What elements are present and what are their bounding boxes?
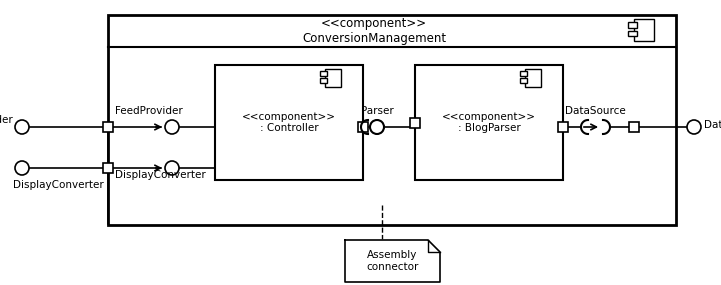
Text: DisplayConverter: DisplayConverter [115, 170, 205, 180]
Bar [103, 163, 113, 173]
Bar [108, 15, 676, 225]
Bar [215, 65, 363, 180]
Bar [358, 122, 368, 132]
Bar [628, 30, 637, 36]
Bar [525, 69, 541, 87]
Text: FeedProvider: FeedProvider [115, 106, 182, 116]
Bar [103, 122, 113, 132]
Circle shape [15, 120, 29, 134]
Text: Assembly
connector: Assembly connector [366, 250, 419, 272]
Bar [520, 72, 527, 76]
Bar [628, 22, 637, 28]
Bar [325, 69, 341, 87]
Text: <<component>>
ConversionManagement: <<component>> ConversionManagement [302, 17, 446, 45]
Circle shape [165, 161, 179, 175]
Circle shape [687, 120, 701, 134]
Text: <<component>>
: BlogParser: <<component>> : BlogParser [442, 112, 536, 133]
Circle shape [370, 120, 384, 134]
Text: DataSource: DataSource [704, 120, 721, 130]
Text: Parser: Parser [360, 106, 394, 116]
Text: DisplayConverter: DisplayConverter [13, 180, 104, 190]
Bar [415, 65, 563, 180]
Circle shape [165, 120, 179, 134]
Bar [320, 78, 327, 83]
Bar [558, 122, 568, 132]
Text: FeedProvider: FeedProvider [0, 115, 13, 125]
Bar [634, 19, 654, 41]
Text: DataSource: DataSource [565, 106, 626, 116]
Polygon shape [345, 240, 440, 282]
Bar [629, 122, 639, 132]
Text: <<component>>
: Controller: <<component>> : Controller [242, 112, 336, 133]
Bar [320, 72, 327, 76]
Circle shape [15, 161, 29, 175]
Bar [520, 78, 527, 83]
Bar [410, 117, 420, 127]
